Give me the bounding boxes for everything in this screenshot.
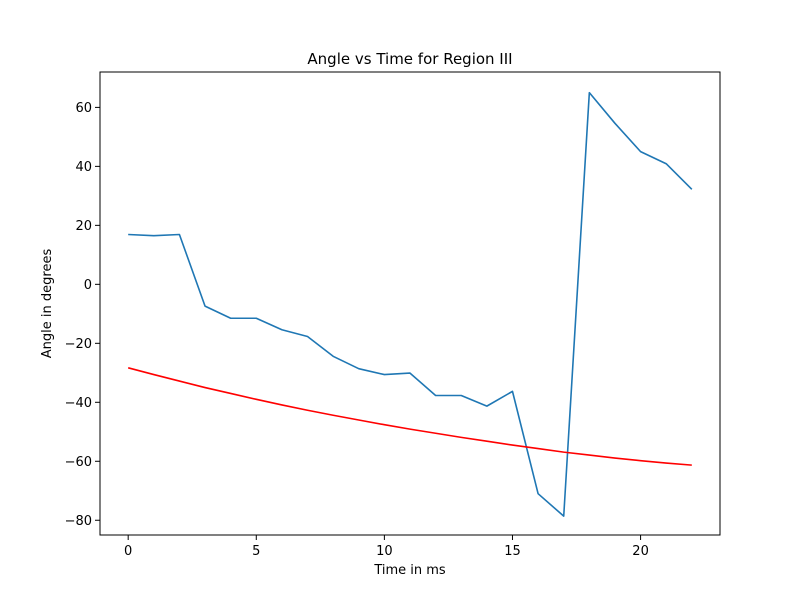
y-tick-label: −80: [65, 514, 92, 529]
plot-frame: [99, 71, 721, 536]
y-tick-label: 60: [75, 101, 92, 116]
y-tick-label: −20: [65, 337, 92, 352]
chart-title: Angle vs Time for Region III: [307, 50, 512, 68]
x-axis-label: Time in ms: [373, 563, 446, 578]
x-tick-label: 20: [632, 544, 649, 559]
y-axis-label: Angle in degrees: [40, 249, 55, 359]
y-tick-label: −60: [65, 455, 92, 470]
series-line-1: [128, 91, 693, 517]
x-axis-ticks: 0 5 10 15 20: [124, 535, 649, 559]
y-tick-label: 0: [84, 278, 92, 293]
x-tick-label: 15: [504, 544, 521, 559]
y-axis-ticks: −80 −60 −40 −20 0 20 40 60: [65, 101, 100, 529]
y-tick-label: −40: [65, 396, 92, 411]
x-tick-label: 0: [124, 544, 132, 559]
plot-series: [127, 91, 693, 517]
x-tick-label: 10: [376, 544, 393, 559]
series-line-2: [127, 367, 692, 466]
y-tick-label: 20: [75, 219, 92, 234]
y-tick-label: 40: [75, 160, 92, 175]
x-tick-label: 5: [252, 544, 260, 559]
